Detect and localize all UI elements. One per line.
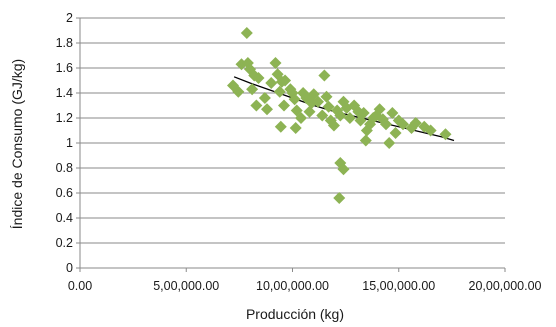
data-point: [337, 163, 350, 176]
data-point: [288, 93, 301, 106]
data-point: [295, 112, 307, 124]
y-tick-label: 0: [66, 261, 73, 275]
data-point: [273, 85, 286, 98]
trendline-group: [233, 76, 455, 142]
data-point: [397, 118, 409, 131]
data-point: [312, 95, 324, 108]
data-point: [278, 99, 290, 112]
data-point: [333, 192, 346, 204]
data-point: [252, 72, 265, 84]
x-tick-label: 15,00,000.00: [362, 279, 435, 293]
data-point: [439, 128, 452, 141]
y-tick-label: 1.6: [56, 61, 73, 75]
data-point: [343, 112, 356, 124]
data-point: [389, 127, 402, 139]
y-tick-label: 1.2: [56, 111, 73, 125]
data-point: [246, 83, 259, 96]
data-point: [274, 120, 287, 133]
data-point: [279, 74, 292, 87]
data-point: [250, 99, 263, 112]
data-point: [269, 57, 282, 69]
x-axis-title: Producción (kg): [246, 306, 344, 322]
data-point: [303, 105, 316, 118]
data-point: [359, 134, 372, 147]
x-tick-label: 20,00,000.00: [469, 279, 542, 293]
x-tick-label: 10,00,000.00: [256, 279, 329, 293]
data-point: [409, 117, 422, 129]
data-point: [261, 103, 273, 116]
y-tick-labels: 0 0.2 0.4 0.6 0.8 1 1.2 1.4 1.6 1.8 2: [56, 11, 73, 275]
data-point: [373, 103, 386, 116]
data-point: [318, 69, 331, 82]
data-point: [316, 109, 329, 122]
x-tick-label: 5,00,000.00: [153, 279, 219, 293]
y-tick-label: 0.8: [56, 161, 73, 175]
data-point: [357, 107, 370, 119]
x-tick-labels: 0.00 5,00,000.00 10,00,000.00 15,00,000.00 2…: [68, 279, 542, 293]
data-point: [327, 119, 340, 132]
x-tick-label: 0.00: [68, 279, 92, 293]
axes: [76, 17, 506, 272]
trendline: [233, 76, 455, 142]
y-axis-title: Índice de Consumo (GJ/kg): [9, 59, 25, 229]
data-point: [380, 118, 392, 131]
data-point: [240, 27, 253, 39]
y-tick-label: 2: [66, 11, 73, 25]
y-tick-label: 1.4: [56, 86, 73, 100]
data-point: [258, 92, 271, 104]
y-tick-label: 0.2: [56, 236, 73, 250]
y-tick-label: 0.4: [56, 211, 73, 225]
data-point: [424, 124, 437, 137]
data-point: [320, 90, 333, 103]
y-tick-label: 1: [66, 136, 73, 150]
data-point: [232, 85, 245, 98]
gridlines: [80, 17, 505, 244]
data-point: [289, 122, 302, 134]
data-point: [383, 137, 396, 149]
data-point: [334, 109, 347, 122]
data-point: [265, 77, 278, 89]
data-point: [322, 100, 335, 113]
data-point: [386, 107, 399, 119]
data-points: [227, 27, 452, 204]
y-tick-label: 1.8: [56, 36, 73, 50]
y-tick-label: 0.6: [56, 186, 73, 200]
